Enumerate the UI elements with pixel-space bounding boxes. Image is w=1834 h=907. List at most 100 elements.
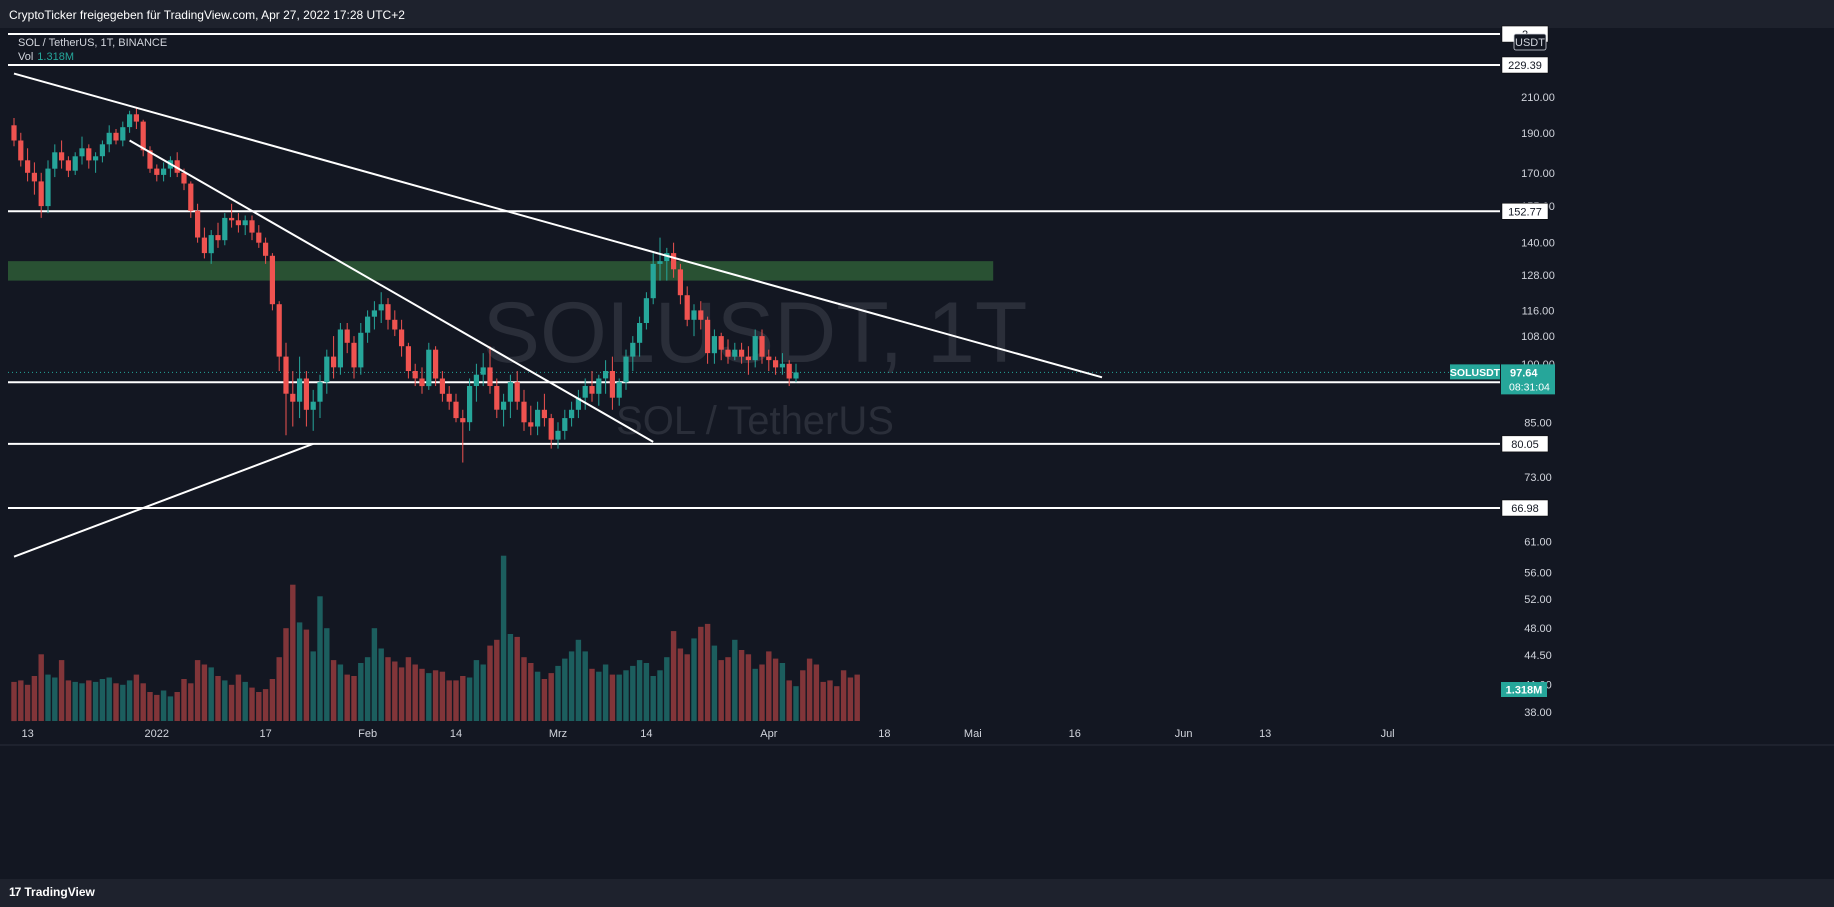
- volume-bar: [65, 680, 72, 721]
- candle-body: [181, 172, 187, 184]
- volume-bar: [582, 651, 588, 721]
- symbol-tag-box: [1450, 364, 1500, 380]
- candle-body: [609, 371, 615, 398]
- candle-body: [283, 356, 289, 394]
- level-label-text: 229.39: [1508, 60, 1542, 72]
- candle: [786, 360, 792, 387]
- candle: [399, 319, 405, 357]
- candle: [671, 242, 677, 278]
- price-tick-label: 38.00: [1524, 707, 1552, 719]
- volume-bar: [106, 677, 112, 721]
- volume-bar: [208, 667, 214, 722]
- volume-bar: [568, 651, 575, 721]
- currency-text: USDT: [1515, 37, 1545, 49]
- candle-body: [235, 220, 241, 226]
- candle-body: [120, 127, 126, 141]
- candle: [752, 329, 758, 368]
- candle-body: [154, 168, 160, 175]
- trendline: [13, 72, 1103, 379]
- volume-bar: [555, 665, 561, 721]
- candle-body: [433, 349, 439, 379]
- time-tick-label: 13: [1259, 728, 1271, 740]
- candle-body: [705, 319, 711, 354]
- candle: [154, 164, 160, 182]
- candle-body: [759, 336, 765, 357]
- time-tick-label: Apr: [760, 728, 777, 740]
- volume-bar: [351, 676, 357, 721]
- volume-bar: [623, 670, 629, 722]
- candle-body: [507, 382, 513, 402]
- candle-body: [535, 409, 541, 427]
- volume-bar: [262, 689, 269, 721]
- candle-body: [161, 168, 167, 175]
- volume-bar: [79, 683, 85, 721]
- time-tick-label: 17: [259, 728, 271, 740]
- chart-legend: SOL / TetherUS, 1T, BINANCE Vol 1.318M: [18, 36, 167, 64]
- candle: [195, 203, 201, 243]
- volume-bar: [276, 657, 282, 721]
- volume-bar: [330, 660, 337, 721]
- candle-body: [650, 263, 656, 299]
- volume-bar: [779, 663, 786, 721]
- candle-body: [331, 356, 337, 368]
- volume-bar: [38, 654, 44, 721]
- candle: [133, 107, 139, 130]
- candle-body: [86, 148, 92, 161]
- candle-body: [392, 319, 398, 330]
- candle-body: [501, 401, 507, 410]
- candle: [283, 342, 289, 436]
- candle: [358, 322, 364, 375]
- candle-body: [133, 114, 139, 122]
- volume-bar: [562, 658, 568, 721]
- volume-bar: [194, 660, 201, 721]
- volume-bar: [772, 658, 779, 721]
- time-tick-label: 13: [21, 728, 33, 740]
- candle-body: [725, 349, 731, 357]
- legend-title: SOL / TetherUS, 1T, BINANCE: [18, 37, 168, 49]
- candle: [310, 389, 316, 431]
- time-tick-label: 18: [878, 728, 890, 740]
- volume-bar: [684, 654, 690, 721]
- volume-bar: [670, 631, 677, 721]
- legend-volume-label: Vol: [18, 51, 34, 63]
- volume-bar: [52, 677, 58, 721]
- candle-body: [779, 363, 785, 368]
- tradingview-logo[interactable]: 17 TradingView: [9, 885, 95, 899]
- volume-bar: [154, 694, 160, 721]
- volume-bar: [269, 679, 276, 721]
- candle-body: [365, 316, 371, 333]
- symbol-tag: SOLUSDT: [1450, 364, 1501, 380]
- candle: [548, 413, 554, 449]
- candle: [249, 215, 255, 241]
- volume-bar: [188, 683, 194, 721]
- volume-bar: [738, 650, 745, 722]
- volume-bar: [364, 657, 371, 721]
- candle: [269, 253, 275, 311]
- candle: [215, 222, 221, 248]
- volume-bar: [487, 645, 493, 721]
- candle: [657, 237, 663, 281]
- candle-body: [412, 371, 418, 379]
- candle: [324, 349, 330, 394]
- volume-bar: [732, 639, 738, 721]
- volume-bar: [596, 671, 602, 721]
- volume-bar: [160, 690, 167, 721]
- volume-bar: [847, 677, 854, 721]
- candle: [45, 160, 51, 214]
- candle-body: [589, 386, 595, 394]
- volume-bar: [630, 665, 636, 721]
- volume-bar: [358, 663, 364, 721]
- candle: [371, 301, 377, 330]
- volume-bar: [426, 673, 432, 721]
- candle-body: [643, 298, 649, 323]
- volume-bar: [589, 668, 595, 721]
- candle: [140, 119, 146, 157]
- volume-bar: [324, 628, 330, 721]
- candle: [419, 367, 425, 394]
- candle-body: [358, 332, 364, 368]
- candle: [208, 230, 214, 264]
- volume-bar: [650, 676, 656, 721]
- resistance-zone: [8, 261, 994, 281]
- candle-body: [201, 237, 207, 254]
